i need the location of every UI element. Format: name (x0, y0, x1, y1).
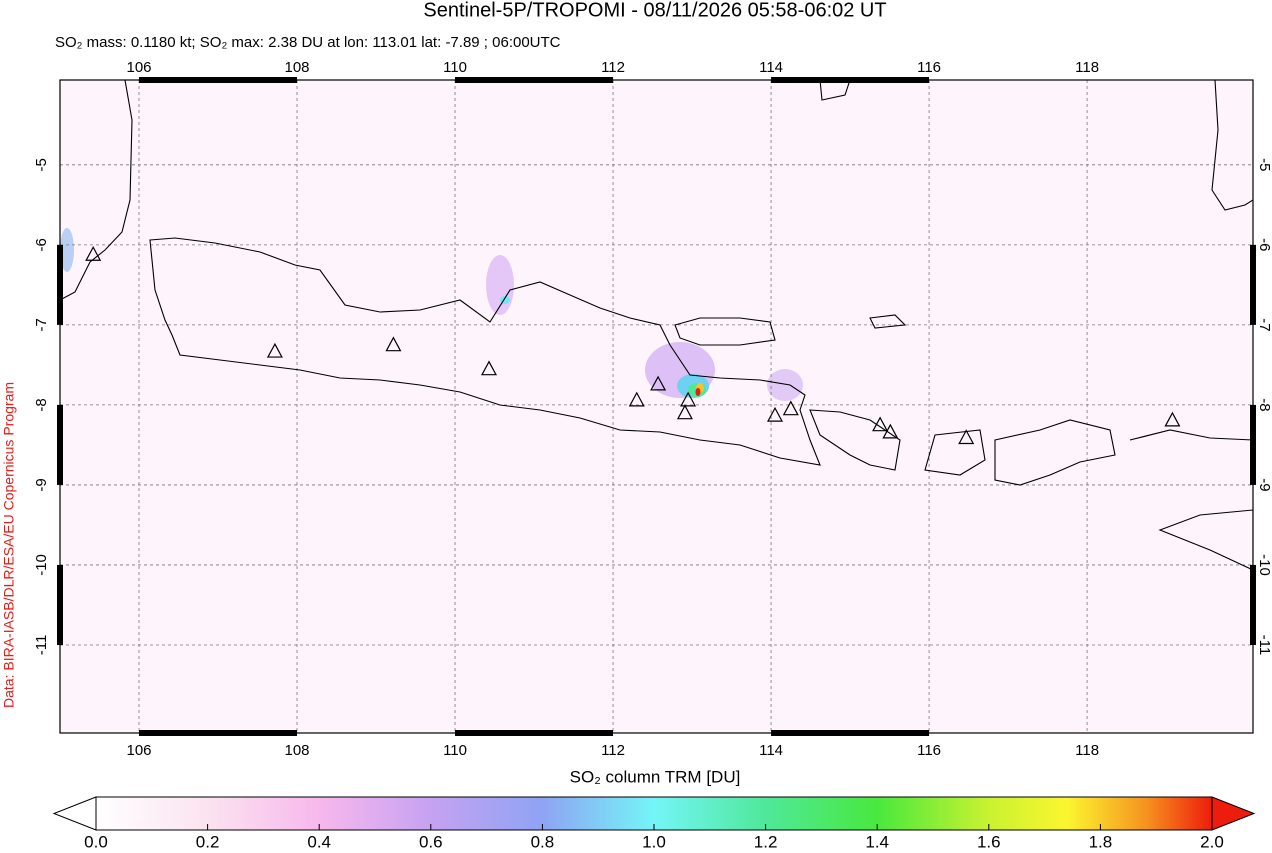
colorbar-over (1211, 796, 1256, 831)
y-tick-label: -5 (1256, 158, 1272, 171)
plume-patch (695, 388, 701, 396)
volcano-marker (266, 342, 283, 358)
frame-bar (139, 77, 298, 83)
volcano-marker (481, 360, 498, 376)
colorbar-tick-label: 2.0 (1200, 832, 1224, 851)
colorbar-label: SO₂ column TRM [DU] (570, 767, 741, 786)
y-tick-label: -11 (1256, 635, 1272, 656)
plume-patch (767, 369, 803, 401)
x-tick-label: 118 (1075, 742, 1099, 759)
x-tick-label: 116 (917, 742, 941, 759)
credit: Data: BIRA-IASB/DLR/ESA/EU Copernicus Pr… (1, 382, 17, 708)
y-tick-label: -9 (1256, 478, 1272, 491)
y-tick-label: -5 (33, 158, 50, 171)
colorbar-tick-label: 1.6 (977, 832, 1001, 851)
volcano-marker (782, 400, 799, 416)
colorbar-tick-label: 0.2 (196, 832, 220, 851)
volcano-marker (85, 245, 102, 261)
volcano-marker (680, 391, 697, 407)
x-tick-label: 116 (917, 59, 941, 76)
volcano-marker (872, 416, 889, 432)
frame-bar (1250, 564, 1256, 645)
y-tick-label: -7 (1256, 318, 1272, 331)
volcano-marker (385, 336, 402, 352)
grid (60, 80, 1253, 733)
x-tick-label: 118 (1075, 59, 1099, 76)
frame-bar (1250, 404, 1256, 485)
colorbar-tick-label: 1.2 (754, 832, 778, 851)
volcano-marker (958, 429, 975, 445)
volcano-marker (1164, 411, 1181, 427)
colorbar-tick-label: 0.6 (419, 832, 443, 851)
volcano-marker (628, 391, 645, 407)
y-tick-label: -11 (33, 635, 50, 656)
x-tick-label: 112 (601, 59, 625, 76)
y-tick-label: -6 (1256, 238, 1272, 251)
coastline (809, 409, 901, 471)
frame-bar (771, 77, 930, 83)
frame-bar (57, 244, 63, 325)
frame-bar (771, 730, 930, 736)
y-tick-label: -8 (1256, 398, 1272, 411)
y-tick-label: -6 (33, 238, 50, 251)
volcano-marker (650, 375, 667, 391)
colorbar-tick-label: 0.8 (531, 832, 555, 851)
coastline (149, 237, 821, 466)
volcanoes (85, 245, 1181, 445)
colorbar-tick-label: 0.0 (84, 832, 108, 851)
volcano-marker (767, 406, 784, 422)
coastline (1158, 509, 1253, 571)
x-tick-label: 106 (126, 742, 151, 759)
coastline (869, 314, 907, 329)
coastline (994, 419, 1116, 486)
frame-bar (455, 77, 614, 83)
x-tick-label: 108 (285, 59, 310, 76)
coastlines (60, 80, 1253, 571)
frame-bar (455, 730, 614, 736)
x-tick-label: 108 (285, 742, 310, 759)
chart-title: Sentinel-5P/TROPOMI - 08/11/2026 05:58-0… (423, 0, 886, 21)
frame-bars (57, 77, 1256, 736)
x-tick-label: 106 (126, 59, 151, 76)
coastline (674, 317, 776, 346)
y-tick-label: -8 (33, 398, 50, 411)
coastline (819, 80, 851, 101)
x-tick-label: 114 (759, 59, 783, 76)
coastline (60, 80, 133, 301)
colorbar-under (52, 796, 97, 831)
frame-bar (57, 404, 63, 485)
x-tick-label: 114 (759, 742, 783, 759)
plume-patch (60, 228, 74, 272)
colorbar-tick-label: 1.8 (1089, 832, 1113, 851)
coastline (1211, 80, 1253, 211)
volcano-marker (882, 423, 899, 439)
frame-bar (139, 730, 298, 736)
y-tick-label: -9 (33, 478, 50, 491)
colorbar-tick-label: 1.0 (642, 832, 666, 851)
x-tick-label: 112 (601, 742, 625, 759)
coastline (1129, 429, 1253, 441)
map-background (60, 80, 1253, 733)
frame-bar (57, 564, 63, 645)
y-tick-label: -10 (33, 554, 50, 576)
colorbar-tick-label: 0.4 (307, 832, 331, 851)
colorbar-tick-label: 1.4 (865, 832, 889, 851)
x-tick-label: 110 (443, 742, 467, 759)
y-tick-label: -7 (33, 318, 50, 331)
volcano-marker (676, 404, 693, 420)
y-tick-label: -10 (1256, 554, 1272, 576)
x-tick-label: 110 (443, 59, 467, 76)
subtitle: SO₂ mass: 0.1180 kt; SO₂ max: 2.38 DU at… (55, 34, 561, 51)
frame-bar (1250, 244, 1256, 325)
coastline (924, 429, 986, 476)
